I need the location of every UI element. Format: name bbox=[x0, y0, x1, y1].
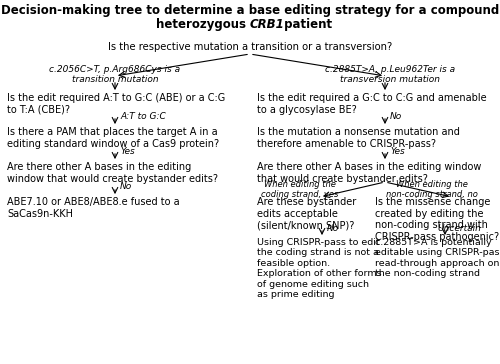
Text: patient: patient bbox=[280, 18, 332, 31]
Text: CRB1: CRB1 bbox=[250, 18, 285, 31]
Text: No: No bbox=[327, 224, 339, 233]
Text: c.2056C>T, p.Arg686Cys is a
transition mutation: c.2056C>T, p.Arg686Cys is a transition m… bbox=[50, 65, 180, 84]
Text: Uncertain: Uncertain bbox=[437, 224, 481, 233]
Text: Is the edit required A:T to G:C (ABE) or a C:G
to T:A (CBE)?: Is the edit required A:T to G:C (ABE) or… bbox=[7, 93, 225, 115]
Text: Yes: Yes bbox=[120, 147, 135, 156]
Text: Are there other A bases in the editing window
that would create bystander edits?: Are there other A bases in the editing w… bbox=[257, 162, 482, 183]
Text: No: No bbox=[120, 182, 132, 191]
Text: c.2885T>A is potentially
editable using CRISPR-pass
read-through approach on
the: c.2885T>A is potentially editable using … bbox=[375, 238, 500, 278]
Text: heterozygous: heterozygous bbox=[156, 18, 250, 31]
Text: Is there a PAM that places the target A in a
editing standard window of a Cas9 p: Is there a PAM that places the target A … bbox=[7, 127, 219, 149]
Text: Are there other A bases in the editing
window that would create bystander edits?: Are there other A bases in the editing w… bbox=[7, 162, 218, 183]
Text: Is the edit required a G:C to C:G and amenable
to a glycosylase BE?: Is the edit required a G:C to C:G and am… bbox=[257, 93, 486, 115]
Text: Are these bystander
edits acceptable
(silent/known SNP)?: Are these bystander edits acceptable (si… bbox=[257, 197, 356, 230]
Text: No: No bbox=[390, 112, 402, 121]
Text: Is the missense change
created by editing the
non-coding strand with
CRISPR-pass: Is the missense change created by editin… bbox=[375, 197, 499, 242]
Text: Decision-making tree to determine a base editing strategy for a compound: Decision-making tree to determine a base… bbox=[1, 4, 499, 17]
Text: Using CRISPR-pass to edit
the coding strand is not a
feasible option.
Exploratio: Using CRISPR-pass to edit the coding str… bbox=[257, 238, 382, 299]
Text: Is the mutation a nonsense mutation and
therefore amenable to CRISPR-pass?: Is the mutation a nonsense mutation and … bbox=[257, 127, 460, 149]
Text: Is the respective mutation a transition or a transversion?: Is the respective mutation a transition … bbox=[108, 42, 392, 52]
Text: c.2885T>A, p.Leu962Ter is a
transversion mutation: c.2885T>A, p.Leu962Ter is a transversion… bbox=[325, 65, 455, 84]
Text: A:T to G:C: A:T to G:C bbox=[120, 112, 166, 121]
Text: Yes: Yes bbox=[390, 147, 405, 156]
Text: When editing the
coding strand, yes: When editing the coding strand, yes bbox=[262, 180, 338, 199]
Text: When editing the
non-coding strand, no: When editing the non-coding strand, no bbox=[386, 180, 478, 199]
Text: ABE7.10 or ABE8/ABE8.e fused to a
SaCas9n-KKH: ABE7.10 or ABE8/ABE8.e fused to a SaCas9… bbox=[7, 197, 180, 219]
